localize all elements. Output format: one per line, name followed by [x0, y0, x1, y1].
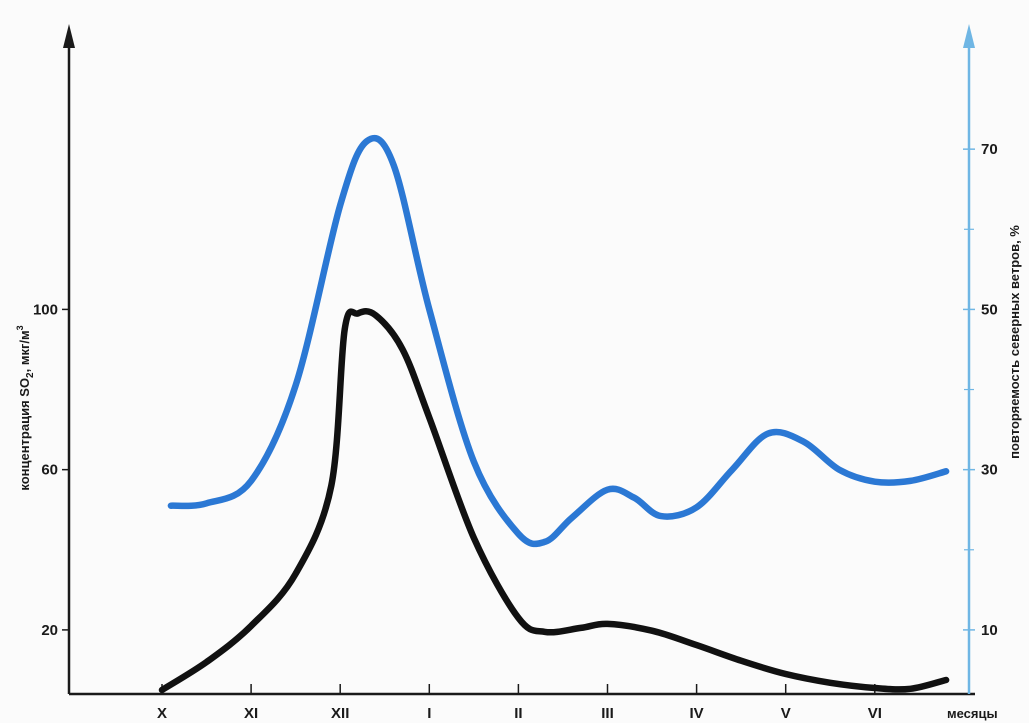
y-left-title-prefix: концентрация SO — [17, 378, 32, 491]
y-left-tick-label: 20 — [41, 622, 58, 639]
x-tick-label: V — [781, 705, 791, 722]
y-right-arrow-icon — [963, 24, 975, 48]
x-tick-label: III — [601, 705, 614, 722]
y-right-tick-label: 30 — [981, 462, 998, 479]
y-right-tick-label: 70 — [981, 141, 998, 158]
y-right-axis-title: повторяемость северных ветров, % — [1007, 225, 1022, 459]
x-tick-label: X — [157, 705, 167, 722]
series-line-wind — [167, 134, 950, 548]
y-right-tick-group: 10 30 50 70 — [963, 141, 998, 639]
x-tick-label: XI — [244, 705, 258, 722]
x-tick-label: XII — [331, 705, 349, 722]
y-right-tick-label: 50 — [981, 301, 998, 318]
series-line-so2 — [158, 308, 950, 694]
series-group — [158, 134, 950, 694]
y-left-title-sup: 3 — [15, 325, 25, 330]
y-left-arrow-icon — [63, 24, 75, 48]
axes-group — [63, 24, 975, 696]
x-tick-label: IV — [690, 705, 704, 722]
x-tick-label: I — [427, 705, 431, 722]
y-left-tick-label: 60 — [41, 462, 58, 479]
y-left-tick-label: 100 — [33, 301, 58, 318]
x-tick-label: VI — [868, 705, 882, 722]
y-left-axis-title: концентрация SO2, мкг/м3 — [15, 325, 36, 490]
y-left-title-sub: 2 — [25, 372, 36, 378]
x-axis-title: месяцы — [947, 706, 998, 721]
x-tick-label: II — [514, 705, 522, 722]
y-left-title-mid: , мкг/м — [17, 330, 32, 372]
y-right-tick-label: 10 — [981, 622, 998, 639]
x-tick-group: X XI XII I II III IV V VI — [157, 684, 882, 722]
y-left-tick-group: 20 60 100 — [33, 301, 69, 639]
